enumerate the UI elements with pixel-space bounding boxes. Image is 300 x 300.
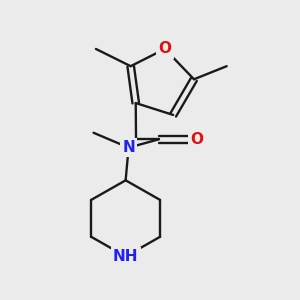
Text: O: O — [190, 132, 203, 147]
Text: O: O — [158, 41, 171, 56]
Text: N: N — [122, 140, 135, 155]
Text: NH: NH — [113, 249, 138, 264]
